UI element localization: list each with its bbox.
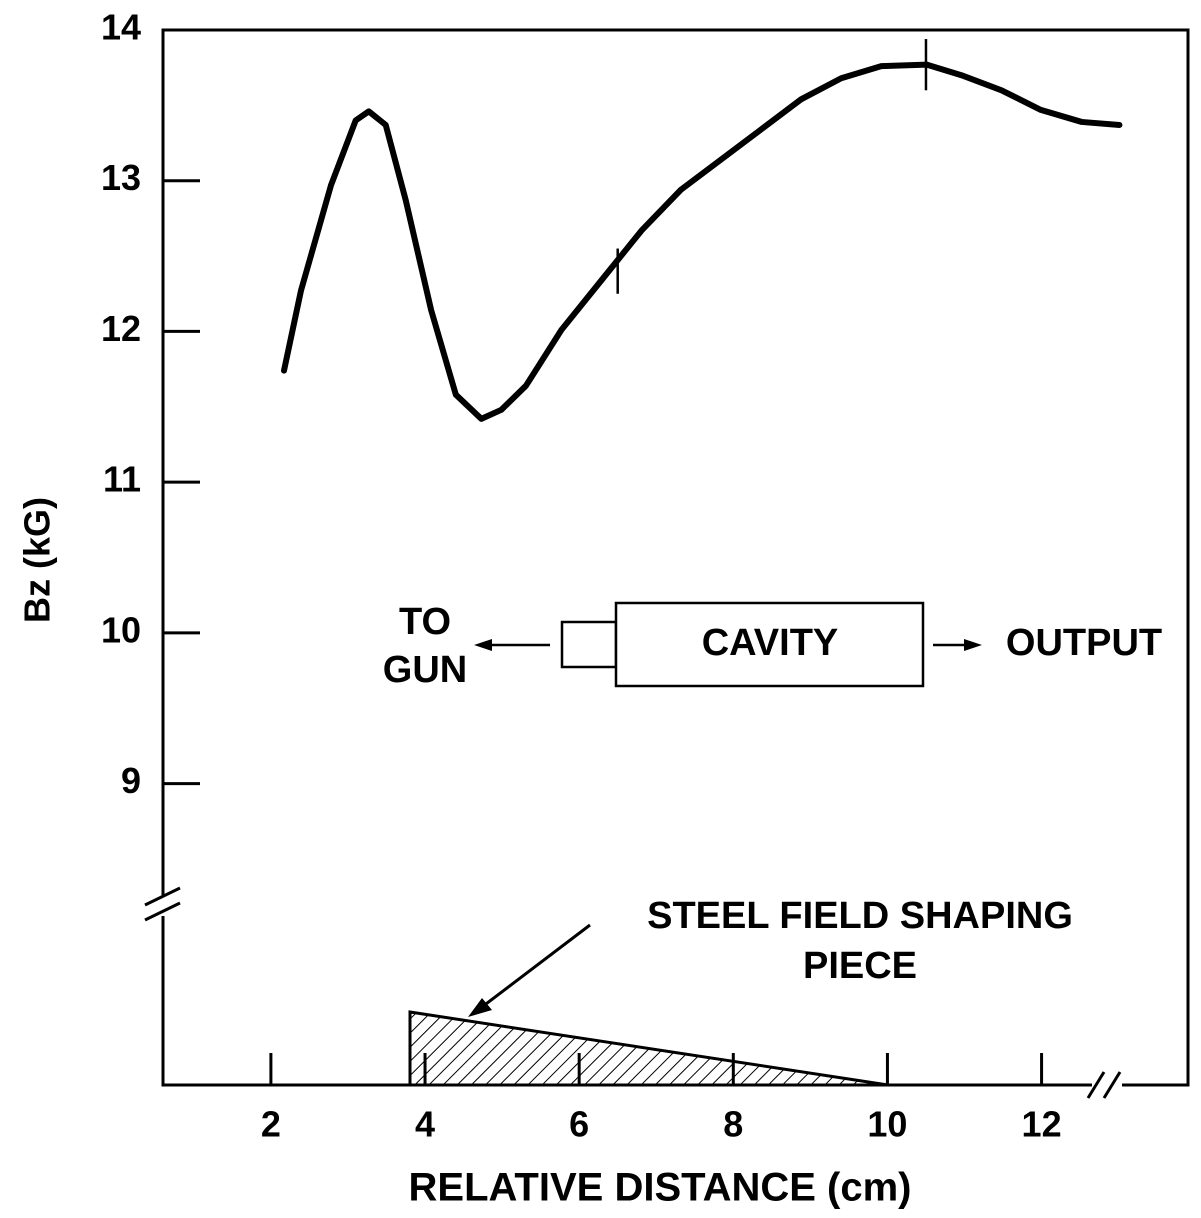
y-tick-label: 10	[101, 609, 141, 650]
y-tick-label: 13	[101, 157, 141, 198]
y-axis-label: Bz (kG)	[17, 497, 58, 623]
x-tick-label: 2	[261, 1104, 281, 1145]
arrowhead	[474, 639, 492, 651]
annotation: TO	[399, 601, 451, 643]
x-tick-label: 4	[415, 1104, 435, 1145]
x-break	[1086, 1071, 1106, 1099]
pointer-arrow	[477, 923, 591, 1012]
annotation: CAVITY	[702, 622, 839, 664]
x-tick-label: 10	[867, 1104, 907, 1145]
x-tick-label: 12	[1022, 1104, 1062, 1145]
gun-stub	[560, 620, 618, 669]
x-tick-label: 6	[569, 1104, 589, 1145]
steel-piece	[408, 1010, 889, 1087]
y-break-gap	[153, 896, 173, 916]
arrowhead	[468, 998, 492, 1017]
annotation: OUTPUT	[1006, 622, 1162, 664]
annotation: PIECE	[803, 945, 917, 987]
y-tick-label: 12	[101, 308, 141, 349]
x-break	[1102, 1071, 1122, 1099]
cavity-box	[614, 601, 925, 688]
annotation: GUN	[383, 649, 467, 691]
x-tick-label: 8	[723, 1104, 743, 1145]
arrowhead	[964, 639, 982, 651]
y-break	[144, 901, 181, 922]
annotation: STEEL FIELD SHAPING	[647, 895, 1073, 937]
y-tick-label: 14	[101, 7, 141, 48]
y-tick-label: 9	[121, 760, 141, 801]
data-line	[280, 61, 1123, 422]
x-axis-label: RELATIVE DISTANCE (cm)	[409, 1166, 912, 1210]
y-break	[144, 886, 181, 907]
y-tick-label: 11	[103, 459, 141, 500]
